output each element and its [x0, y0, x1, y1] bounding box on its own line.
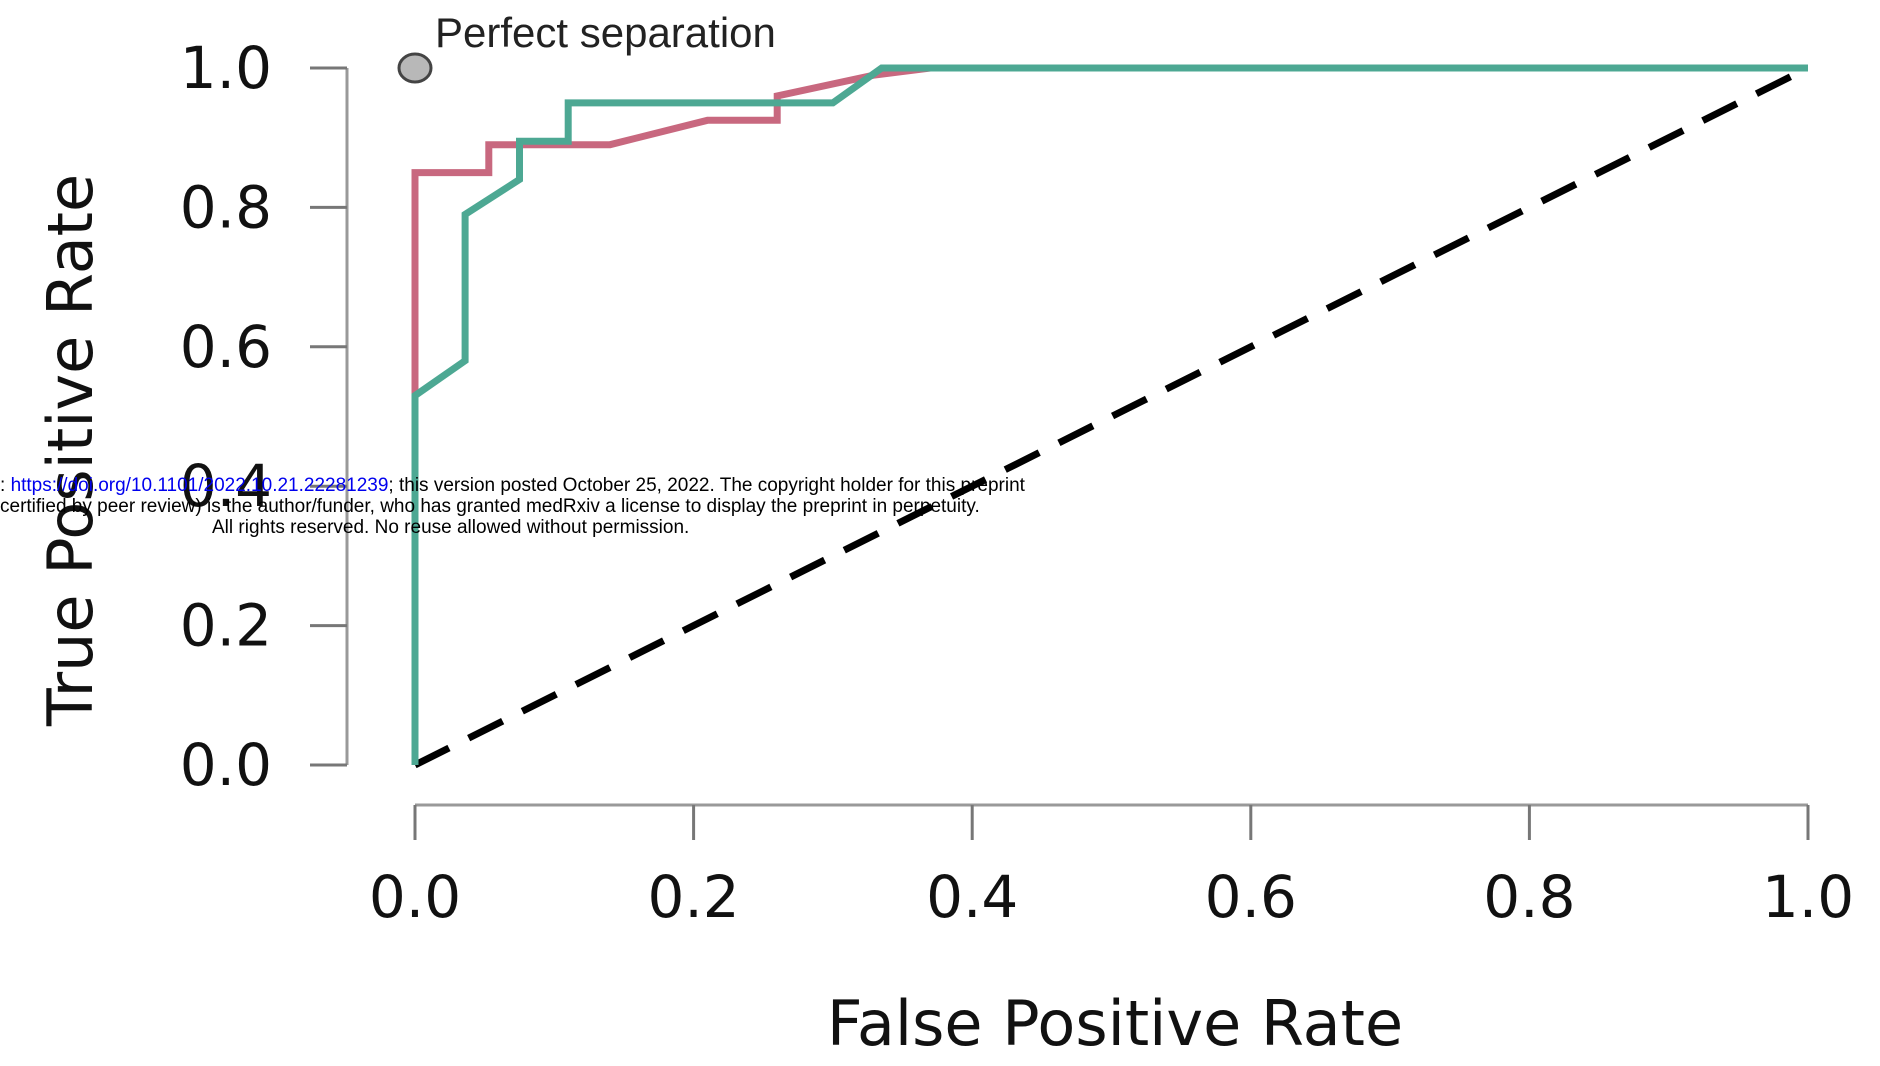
y-tick-label: 0.6	[180, 313, 272, 381]
notice-suffix: ; this version posted October 25, 2022. …	[388, 475, 1025, 496]
annotations: Perfect separation	[397, 9, 776, 84]
roc-series-2-line	[411, 64, 1808, 765]
chance-diagonal-line	[413, 64, 1810, 769]
notice-prefix: :	[0, 475, 11, 496]
preprint-notice-line2: certified by peer review) is the author/…	[0, 496, 980, 517]
y-axis: 0.0 0.2 0.4 0.6 0.8 1.0	[180, 34, 349, 799]
perfect-separation-label: Perfect separation	[435, 9, 776, 56]
x-axis: 0.0 0.2 0.4 0.6 0.8 1.0	[369, 803, 1854, 931]
x-tick-label: 0.8	[1483, 863, 1575, 931]
x-tick-label: 0.2	[647, 863, 739, 931]
y-tick-label: 0.0	[180, 731, 272, 799]
preprint-notice-line1: : https://doi.org/10.1101/2022.10.21.222…	[0, 476, 1025, 495]
y-tick-label: 0.8	[180, 173, 272, 241]
x-tick-label: 0.6	[1205, 863, 1297, 931]
roc-series-1-line	[411, 64, 1808, 765]
x-tick-label: 0.4	[926, 863, 1018, 931]
y-axis-title: True Positive Rate	[34, 174, 107, 727]
x-axis-title: False Positive Rate	[827, 987, 1403, 1060]
perfect-separation-marker	[397, 52, 433, 84]
plot-area	[411, 64, 1810, 769]
y-tick-label: 0.4	[180, 452, 272, 520]
y-tick-label: 0.2	[180, 592, 272, 660]
preprint-notice-line3: All rights reserved. No reuse allowed wi…	[212, 517, 690, 538]
doi-link[interactable]: https://doi.org/10.1101/2022.10.21.22281…	[10, 475, 389, 496]
x-tick-label: 0.0	[369, 863, 461, 931]
x-tick-label: 1.0	[1762, 863, 1854, 931]
y-tick-label: 1.0	[180, 34, 272, 102]
